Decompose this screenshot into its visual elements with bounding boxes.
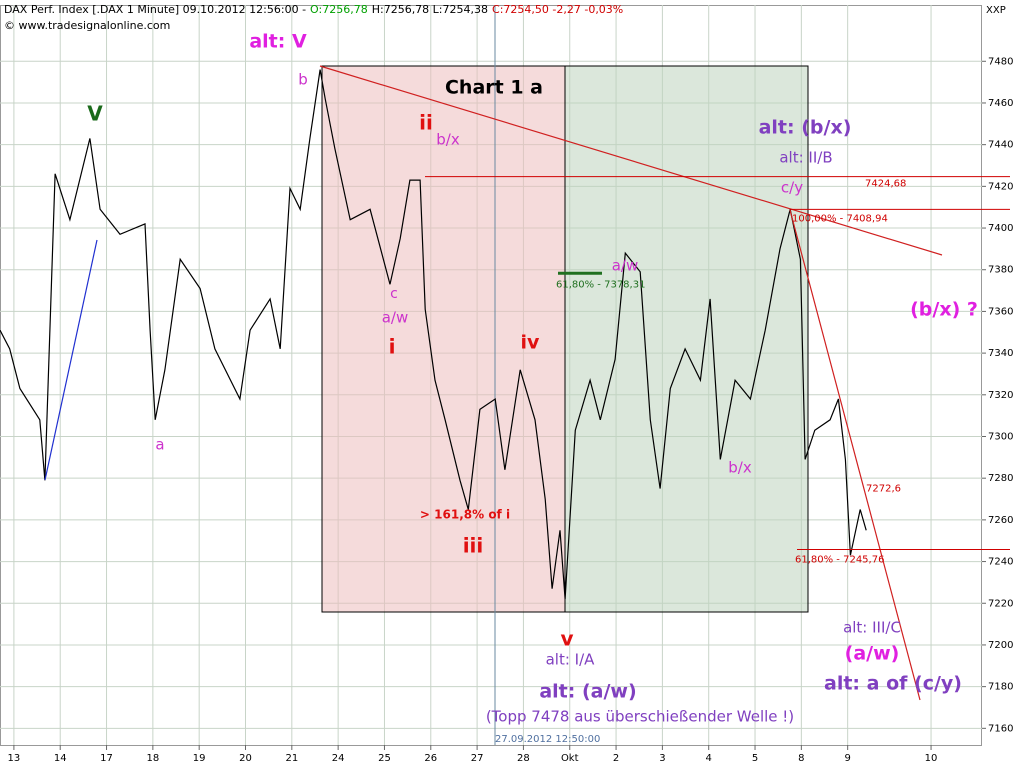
annotation: a xyxy=(155,436,164,454)
y-tick-label: 7260 xyxy=(988,515,1013,526)
header-part: C:7254,50 -2,27 -0,03% xyxy=(492,3,624,16)
level-label: 7272,6 xyxy=(866,484,901,495)
x-tick-label: 21 xyxy=(285,753,298,764)
x-tick-label: 13 xyxy=(8,753,21,764)
level-label: 100,00% - 7408,94 xyxy=(792,213,888,224)
pink-box xyxy=(321,65,566,613)
annotation: iii xyxy=(463,534,484,558)
annotation: alt: I/A xyxy=(546,651,596,669)
y-tick-label: 7220 xyxy=(988,598,1013,609)
annotation: b/x xyxy=(436,131,460,149)
y-tick-label: 7300 xyxy=(988,431,1013,442)
y-tick-label: 7320 xyxy=(988,390,1013,401)
x-tick-label: 4 xyxy=(706,753,712,764)
x-tick-label: 18 xyxy=(146,753,159,764)
x-tick-label: 19 xyxy=(193,753,206,764)
header-part: H:7256,78 L:7254,38 xyxy=(371,3,489,16)
annotation: V xyxy=(87,102,103,126)
annotation: Chart 1 a xyxy=(445,77,543,99)
y-tick-label: 7240 xyxy=(988,557,1013,568)
x-tick-label: 10 xyxy=(925,753,938,764)
axis-label: XXP xyxy=(986,5,1006,16)
annotation: iv xyxy=(521,332,541,354)
x-tick-label: 5 xyxy=(752,753,758,764)
annotation: alt: II/B xyxy=(779,149,832,167)
y-tick-label: 7180 xyxy=(988,682,1013,693)
x-tick-label: 28 xyxy=(517,753,530,764)
header-part: O:7256,78 xyxy=(310,3,368,16)
x-tick-label: 24 xyxy=(332,753,345,764)
annotation: alt: a of (c/y) xyxy=(824,673,962,695)
annotation: alt: (b/x) xyxy=(759,117,852,139)
annotation: (Topp 7478 aus überschießender Welle !) xyxy=(486,708,794,726)
source: © www.tradesignalonline.com xyxy=(4,19,171,32)
price-line xyxy=(0,69,867,600)
annotation: i xyxy=(389,335,396,359)
y-tick-label: 7280 xyxy=(988,473,1013,484)
annotation: v xyxy=(560,627,573,651)
annotation: a/w xyxy=(612,257,639,275)
y-tick-label: 7380 xyxy=(988,265,1013,276)
trend-line xyxy=(789,209,921,701)
y-tick-label: 7400 xyxy=(988,223,1013,234)
x-tick-label: 27 xyxy=(471,753,484,764)
y-tick-label: 7480 xyxy=(988,56,1013,67)
x-tick-label: 25 xyxy=(378,753,391,764)
annotation: (b/x) ? xyxy=(910,299,978,321)
y-tick-label: 7200 xyxy=(988,640,1013,651)
y-tick-label: 7360 xyxy=(988,306,1013,317)
annotation: ii xyxy=(419,111,433,135)
annotation: > 161,8% of i xyxy=(420,508,510,522)
header: DAX Perf. Index [.DAX 1 Minute] 09.10.20… xyxy=(4,3,627,16)
trend-line xyxy=(319,65,943,256)
y-tick-label: 7460 xyxy=(988,98,1013,109)
y-tick-label: 7160 xyxy=(988,723,1013,734)
cursor-label: 27.09.2012 12:50:00 xyxy=(495,734,600,745)
trend-line xyxy=(44,239,98,481)
x-tick-label: Okt xyxy=(561,753,579,764)
x-tick-label: 8 xyxy=(798,753,804,764)
x-tick-label: 26 xyxy=(424,753,437,764)
green-box xyxy=(564,65,809,613)
x-tick-label: 9 xyxy=(844,753,850,764)
annotation: alt: (a/w) xyxy=(539,681,636,703)
x-tick-label: 20 xyxy=(239,753,252,764)
annotation: c xyxy=(390,286,398,302)
annotation: b/x xyxy=(728,459,752,477)
annotation: (a/w) xyxy=(845,643,900,665)
x-tick-label: 17 xyxy=(100,753,113,764)
annotation: c/y xyxy=(781,179,803,197)
annotation: b xyxy=(298,71,308,89)
x-tick-label: 14 xyxy=(54,753,67,764)
y-tick-label: 7440 xyxy=(988,140,1013,151)
x-tick-label: 2 xyxy=(613,753,619,764)
header-part: DAX Perf. Index [.DAX 1 Minute] 09.10.20… xyxy=(4,3,307,16)
annotation: alt: III/C xyxy=(843,619,901,637)
level-label: 61,80% - 7378,31 xyxy=(556,279,645,290)
annotation: alt: V xyxy=(249,31,307,53)
level-label: 7424,68 xyxy=(865,179,906,190)
level-label: 61,80% - 7245,76 xyxy=(795,555,884,566)
annotation: a/w xyxy=(382,309,409,327)
y-tick-label: 7340 xyxy=(988,348,1013,359)
y-tick-label: 7420 xyxy=(988,181,1013,192)
x-tick-label: 3 xyxy=(659,753,665,764)
